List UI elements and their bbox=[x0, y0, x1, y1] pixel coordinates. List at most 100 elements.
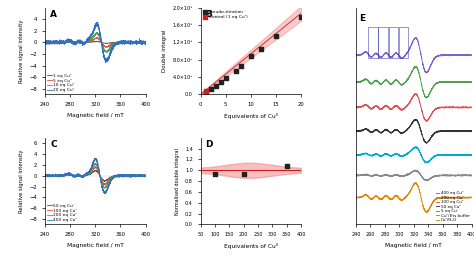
Bar bbox=[368, 27, 378, 58]
Pseudo-titration bbox=[202, 90, 210, 94]
400 eq Cuᴵᴵ bbox=[93, 157, 99, 160]
50 eq Cuᴵᴵ bbox=[93, 169, 99, 172]
100 eq Cuᴵᴵ bbox=[413, 92, 419, 95]
200 eq Cuᴵᴵ bbox=[140, 174, 146, 178]
5 eq Cuᴵᴵ bbox=[89, 39, 94, 42]
200 eq Cuᴵᴵ bbox=[423, 96, 429, 100]
400 eq Cuᴵᴵ bbox=[143, 175, 148, 178]
Cuᴵᴵ/Tris buffer bbox=[469, 174, 474, 177]
400 eq Cuᴵᴵ bbox=[121, 174, 127, 178]
Cuᴵᴵ/Tris buffer bbox=[422, 179, 428, 182]
Cuᴵᴵ/Tris buffer bbox=[412, 168, 418, 172]
100 eq Cuᴵᴵ bbox=[140, 174, 146, 177]
400 eq Cuᴵᴵ bbox=[406, 48, 412, 51]
X-axis label: Magnetic field / mT: Magnetic field / mT bbox=[67, 243, 124, 248]
Pseudo-titration bbox=[217, 80, 224, 84]
5 eq Cuᴵᴵ bbox=[469, 153, 474, 156]
1 eq Cuᴵᴵ bbox=[103, 42, 109, 45]
5 eq Cuᴵᴵ bbox=[424, 161, 430, 164]
Line: 400 eq Cuᴵᴵ: 400 eq Cuᴵᴵ bbox=[356, 37, 472, 73]
5 eq Cuᴵᴵ bbox=[91, 38, 97, 41]
Line: Cuᴵᴵ/H₂O: Cuᴵᴵ/H₂O bbox=[356, 183, 472, 212]
Cuᴵᴵ/Tris buffer bbox=[353, 174, 359, 177]
400 eq Cuᴵᴵ bbox=[140, 174, 146, 178]
200 eq Cuᴵᴵ bbox=[89, 169, 94, 172]
200 eq Cuᴵᴵ bbox=[91, 164, 97, 167]
Line: Cuᴵᴵ/Tris buffer: Cuᴵᴵ/Tris buffer bbox=[356, 170, 472, 181]
5 eq Cuᴵᴵ bbox=[121, 41, 127, 44]
200 eq Cuᴵᴵ bbox=[469, 81, 474, 84]
100 eq Cuᴵᴵ bbox=[121, 174, 127, 178]
20 eq Cuᴵᴵ bbox=[47, 40, 53, 43]
400 eq Cuᴵᴵ bbox=[465, 54, 471, 57]
5 eq Cuᴵᴵ bbox=[465, 154, 471, 157]
50 eq Cuᴵᴵ bbox=[140, 174, 146, 177]
Y-axis label: Normalised double integral: Normalised double integral bbox=[174, 148, 180, 215]
20 eq Cuᴵᴵ bbox=[103, 61, 109, 64]
100 eq Cuᴵᴵ bbox=[47, 175, 53, 178]
5 eq Cuᴵᴵ bbox=[465, 153, 471, 156]
1 eq Cuᴵᴵ bbox=[143, 41, 148, 44]
50 eq Cuᴵᴵ bbox=[410, 122, 415, 125]
Point bbox=[240, 172, 247, 176]
Line: 200 eq Cuᴵᴵ: 200 eq Cuᴵᴵ bbox=[45, 163, 146, 188]
5 eq Cuᴵᴵ bbox=[140, 41, 146, 44]
5 eq Cuᴵᴵ bbox=[359, 152, 365, 156]
100 eq Cuᴵᴵ bbox=[42, 174, 48, 177]
Cuᴵᴵ/H₂O bbox=[469, 196, 474, 199]
Bar bbox=[399, 27, 408, 58]
400 eq Cuᴵᴵ bbox=[413, 36, 419, 39]
Line: 5 eq Cuᴵᴵ: 5 eq Cuᴵᴵ bbox=[45, 37, 146, 47]
X-axis label: Magnetic field / mT: Magnetic field / mT bbox=[385, 243, 442, 248]
50 eq Cuᴵᴵ bbox=[89, 172, 94, 175]
5 eq Cuᴵᴵ bbox=[406, 150, 412, 154]
Cuᴵᴵ/H₂O bbox=[424, 211, 430, 214]
1 eq Cuᴵᴵ bbox=[140, 41, 146, 44]
400 eq Cuᴵᴵ bbox=[410, 42, 415, 45]
1 eq Cuᴵᴵ bbox=[91, 40, 97, 43]
200 eq Cuᴵᴵ bbox=[47, 174, 53, 177]
Cuᴵᴵ/H₂O bbox=[444, 196, 450, 199]
20 eq Cuᴵᴵ bbox=[140, 40, 146, 43]
Point bbox=[211, 172, 219, 176]
200 eq Cuᴵᴵ bbox=[42, 174, 48, 177]
50 eq Cuᴵᴵ bbox=[412, 118, 418, 121]
Cuᴵᴵ/H₂O bbox=[465, 196, 471, 199]
100 eq Cuᴵᴵ bbox=[359, 105, 365, 108]
200 eq Cuᴵᴵ bbox=[406, 75, 412, 78]
400 eq Cuᴵᴵ bbox=[102, 192, 108, 195]
50 eq Cuᴵᴵ bbox=[465, 130, 471, 133]
10 eq Cuᴵᴵ bbox=[91, 35, 97, 38]
10 eq Cuᴵᴵ bbox=[103, 51, 109, 54]
400 eq Cuᴵᴵ bbox=[353, 53, 359, 57]
5 eq Cuᴵᴵ bbox=[413, 145, 419, 148]
5 eq Cuᴵᴵ bbox=[42, 41, 48, 44]
100 eq Cuᴵᴵ bbox=[444, 106, 450, 109]
100 eq Cuᴵᴵ bbox=[424, 120, 429, 123]
20 eq Cuᴵᴵ bbox=[42, 41, 48, 44]
50 eq Cuᴵᴵ bbox=[143, 174, 148, 177]
20 eq Cuᴵᴵ bbox=[89, 34, 94, 37]
Line: 50 eq Cuᴵᴵ: 50 eq Cuᴵᴵ bbox=[45, 170, 146, 181]
Cuᴵᴵ/H₂O bbox=[359, 195, 365, 198]
200 eq Cuᴵᴵ bbox=[465, 80, 471, 83]
50 eq Cuᴵᴵ bbox=[101, 180, 107, 183]
10 eq Cuᴵᴵ bbox=[140, 41, 146, 44]
20 eq Cuᴵᴵ bbox=[91, 29, 97, 32]
Legend: Pseudo-titration, Control (1 eq Cuᴵᴵ): Pseudo-titration, Control (1 eq Cuᴵᴵ) bbox=[203, 10, 247, 19]
50 eq Cuᴵᴵ bbox=[469, 130, 474, 133]
200 eq Cuᴵᴵ bbox=[410, 70, 415, 73]
100 eq Cuᴵᴵ bbox=[140, 174, 146, 178]
Text: D: D bbox=[206, 140, 213, 149]
5 eq Cuᴵᴵ bbox=[410, 148, 415, 151]
200 eq Cuᴵᴵ bbox=[102, 187, 108, 190]
Cuᴵᴵ/Tris buffer bbox=[359, 173, 365, 176]
Y-axis label: Relative signal intensity: Relative signal intensity bbox=[19, 149, 24, 213]
20 eq Cuᴵᴵ bbox=[95, 21, 100, 24]
50 eq Cuᴵᴵ bbox=[353, 130, 359, 133]
Cuᴵᴵ/Tris buffer bbox=[444, 174, 450, 177]
Line: 200 eq Cuᴵᴵ: 200 eq Cuᴵᴵ bbox=[356, 66, 472, 98]
100 eq Cuᴵᴵ bbox=[410, 96, 415, 99]
100 eq Cuᴵᴵ bbox=[465, 106, 471, 109]
10 eq Cuᴵᴵ bbox=[140, 41, 146, 44]
